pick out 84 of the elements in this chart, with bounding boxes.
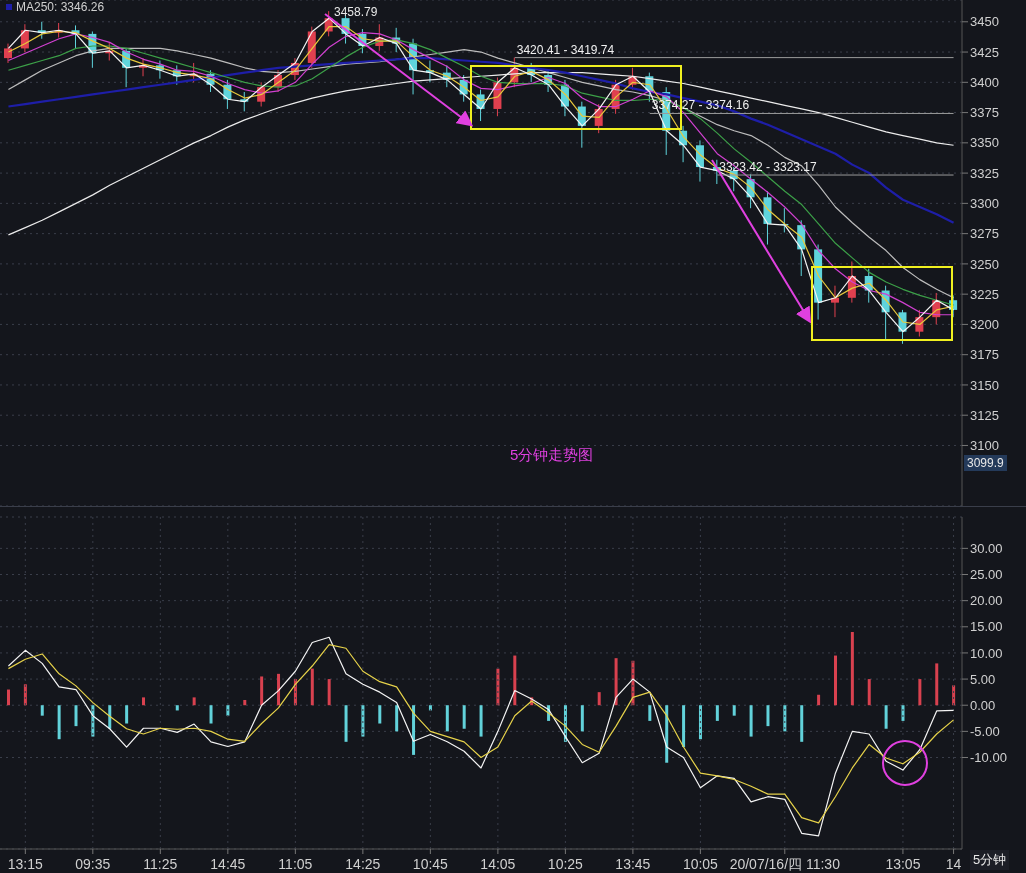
y-tick-label: -5.00 [970, 723, 1000, 739]
x-tick-label: 14:05 [480, 856, 516, 872]
bar [125, 705, 129, 724]
annotation: 5分钟走势图 [510, 446, 594, 465]
bar [192, 697, 196, 706]
bar [277, 673, 281, 706]
bar [648, 705, 652, 721]
bar [40, 705, 44, 716]
bar [7, 689, 10, 706]
text: 3099.9 [964, 455, 1007, 471]
y-tick-label: 3100 [970, 438, 999, 454]
bar [513, 655, 517, 706]
y-tick-label: 3425 [970, 44, 999, 60]
bar [57, 705, 61, 740]
bar [260, 676, 264, 706]
bar [817, 694, 821, 706]
x-tick-label: 13:45 [615, 856, 651, 872]
y-tick-label: 3225 [970, 286, 999, 302]
bar [175, 705, 179, 711]
bar [715, 705, 719, 721]
bar [479, 705, 483, 737]
bar [395, 705, 399, 732]
y-tick-label: 3450 [970, 14, 999, 30]
bar [209, 705, 213, 724]
y-tick-label: 3175 [970, 347, 999, 363]
y-tick-label: 10.00 [970, 645, 1003, 661]
line-series [7, 57, 955, 224]
x-tick-label: 10:45 [412, 856, 449, 872]
bar [935, 663, 939, 706]
text: 5分钟 [970, 850, 1010, 870]
bar [867, 679, 871, 706]
bar [732, 705, 736, 716]
y-tick-label: -10.00 [970, 750, 1007, 766]
bar [682, 705, 686, 748]
bar [327, 679, 331, 706]
bar [310, 668, 314, 706]
bar [580, 705, 584, 732]
bar [833, 655, 837, 706]
bar [766, 705, 770, 727]
candlestick [830, 285, 839, 318]
y-tick-label: 3200 [970, 317, 999, 333]
y-tick-label: 3275 [970, 226, 999, 242]
y-tick-label: 3325 [970, 165, 999, 181]
y-tick-label: 3300 [970, 195, 999, 211]
y-tick-label: 15.00 [970, 619, 1003, 635]
y-tick-label: 3150 [970, 377, 999, 393]
bar [918, 679, 922, 706]
bar [344, 705, 348, 742]
bar [142, 697, 146, 706]
x-tick-label: 14:25 [345, 856, 381, 872]
bar [445, 705, 449, 732]
x-tick-label: 20/07/16/四 11:30 [729, 856, 841, 872]
annotation: 3458.79 [334, 5, 378, 19]
x-tick-label: 13:05 [885, 856, 921, 872]
bar [243, 699, 247, 706]
y-tick-label: 3400 [970, 74, 999, 90]
bar [74, 705, 78, 727]
x-tick-label: 14 [945, 856, 962, 872]
x-tick-label: 09:35 [75, 856, 111, 872]
ref-line-label: 3420.41 - 3419.74 [516, 42, 615, 57]
x-tick-label: 14:45 [210, 856, 246, 872]
y-tick-label: 3125 [970, 407, 999, 423]
y-tick-label: 20.00 [970, 593, 1003, 609]
x-tick-label: 10:05 [682, 856, 719, 872]
bar [614, 658, 618, 706]
bar [850, 632, 854, 706]
x-tick-label: 11:05 [278, 856, 313, 872]
x-tick-label: 11:25 [143, 856, 178, 872]
bar [378, 705, 382, 724]
bar [800, 705, 804, 742]
y-tick-label: 3250 [970, 256, 999, 272]
y-tick-label: 5.00 [970, 671, 996, 687]
bar [749, 705, 753, 737]
y-tick-label: 3350 [970, 135, 999, 151]
x-tick-label: 13:15 [7, 856, 44, 872]
bar [597, 692, 601, 706]
y-tick-label: 3375 [970, 105, 999, 121]
y-tick-label: 0.00 [970, 697, 996, 713]
legend-label: MA250: 3346.26 [16, 0, 105, 14]
x-tick-label: 10:25 [547, 856, 584, 872]
y-tick-label: 25.00 [970, 567, 1003, 583]
bar [462, 705, 466, 729]
bar [884, 705, 888, 729]
y-tick-label: 30.00 [970, 540, 1003, 556]
